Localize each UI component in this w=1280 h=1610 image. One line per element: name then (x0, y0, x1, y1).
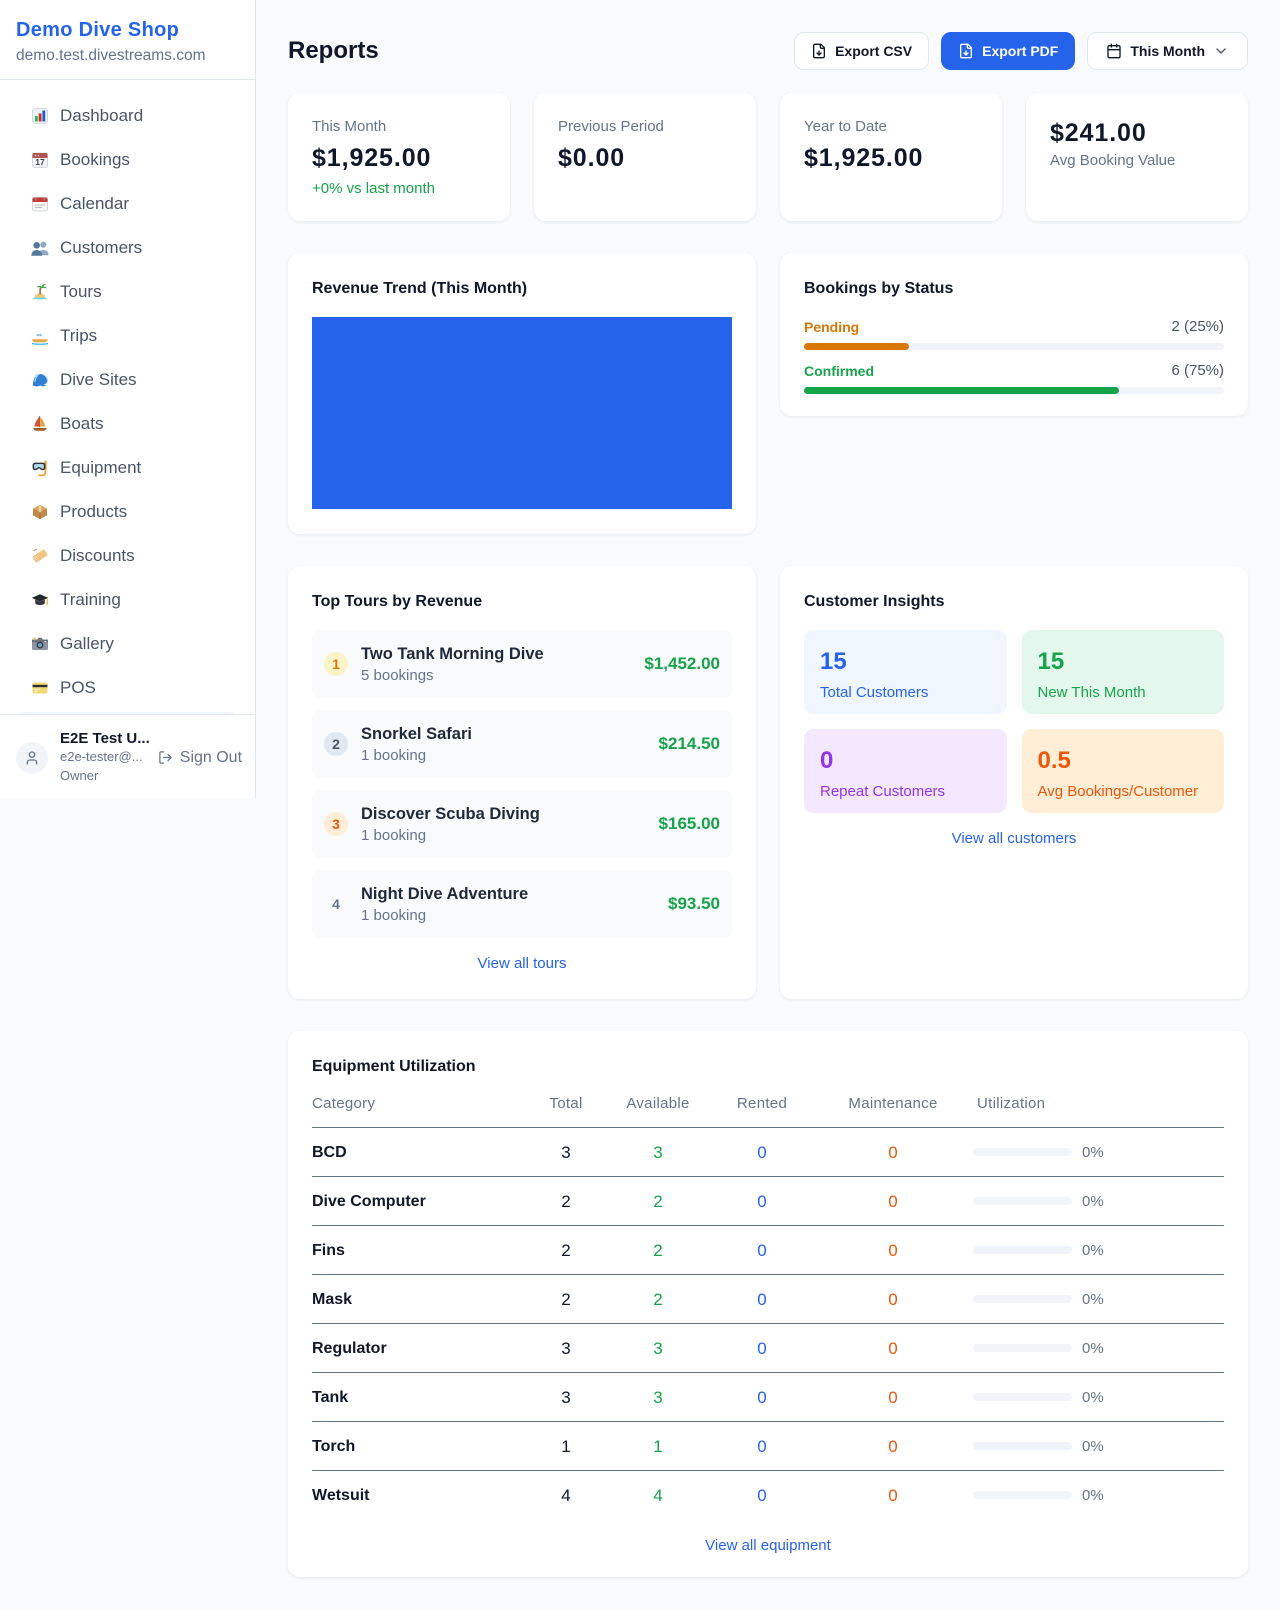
svg-text:17: 17 (35, 157, 45, 167)
